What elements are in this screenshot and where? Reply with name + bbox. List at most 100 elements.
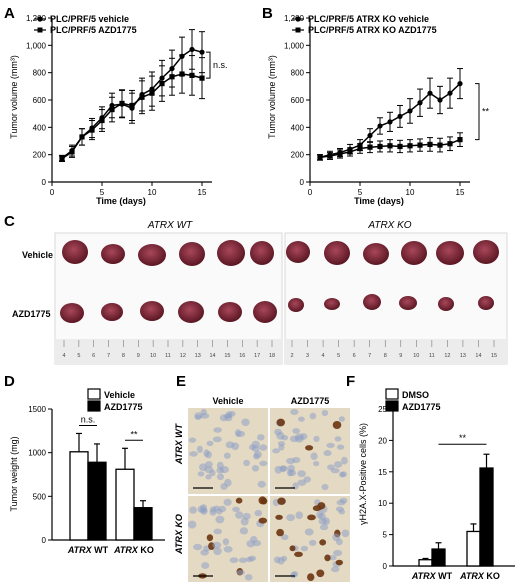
ihc-nucleus <box>212 541 222 549</box>
panel-f-significance-label: ** <box>459 433 467 443</box>
ihc-nucleus <box>238 557 248 563</box>
panel-b-ytick-label: 400 <box>291 123 305 132</box>
panel-b-series-2-point <box>417 142 423 148</box>
panel-b-xlabel: Time (days) <box>354 196 404 206</box>
ihc-nucleus <box>253 453 260 460</box>
panel-d-group-label: ATRX KO <box>113 545 154 555</box>
panel-a-significance-bracket <box>206 51 211 79</box>
panel-e-ihc-images: Vehicle AZD1775 ATRX WT ATRX KO <box>174 396 350 582</box>
ihc-nucleus <box>277 497 286 505</box>
panel-c-tumor-photo: ATRX WT ATRX KO Vehicle AZD1775 4 5 6 7 8 9 10… <box>12 220 508 365</box>
panel-letter-c: C <box>4 213 15 230</box>
panel-f-bar-azd1775 <box>431 548 446 567</box>
ruler-label: 13 <box>195 353 201 359</box>
ihc-nucleus <box>188 437 197 443</box>
panel-d-legend: Vehicle AZD1775 <box>87 388 143 412</box>
tumor-specimen <box>399 296 417 310</box>
ihc-nucleus <box>199 507 208 513</box>
tumor-specimen <box>140 301 164 321</box>
ihc-nucleus <box>215 515 225 524</box>
panel-a-series-2-point <box>79 134 85 140</box>
ihc-nucleus <box>305 445 314 451</box>
ihc-nucleus <box>297 470 306 478</box>
ihc-nucleus <box>189 506 197 514</box>
ihc-nucleus <box>225 441 235 449</box>
panel-b-series-2-point <box>387 143 393 149</box>
panel-a-ytick-label: 1,000 <box>26 41 47 50</box>
panel-b-series-1-point <box>437 97 443 103</box>
panel-f-ylabel: γH2A.X-Positive cells (%) <box>358 423 368 525</box>
tumor-specimen <box>218 302 242 322</box>
ruler-label: 18 <box>269 353 275 359</box>
ihc-col-label-azd1775: AZD1775 <box>291 396 330 406</box>
panel-b-xtick-label: 15 <box>456 188 465 197</box>
ruler-label: 4 <box>62 353 65 359</box>
photo-row-label-vehicle: Vehicle <box>22 250 53 260</box>
panel-b-series-1-point <box>447 90 453 96</box>
panel-b-series-2-point <box>357 145 363 152</box>
ihc-nucleus <box>272 448 280 454</box>
photo-title-ko: ATRX KO <box>367 220 411 231</box>
ihc-nucleus <box>338 416 345 422</box>
panel-a-series-1-point <box>199 49 205 55</box>
panel-a-series-2-point <box>119 100 125 107</box>
ruler-label: 8 <box>384 353 387 359</box>
ihc-nucleus <box>197 471 205 477</box>
ihc-row-label-wt: ATRX WT <box>174 422 184 465</box>
panel-b-series-1-point <box>377 123 383 129</box>
ruler-label: 4 <box>322 353 325 359</box>
panel-b-xtick-label: 0 <box>308 188 313 197</box>
panel-b-series-2-point <box>327 153 333 159</box>
panel-f-ytick-label: 0 <box>383 562 388 571</box>
panel-b-ylabel: Tumor volume (mm³) <box>267 55 277 139</box>
tumor-specimen <box>138 244 166 266</box>
ihc-nucleus <box>280 534 289 541</box>
ihc-nucleus <box>223 452 231 459</box>
ihc-nucleus <box>309 539 317 546</box>
panel-b-series-2-point <box>397 143 403 150</box>
ihc-nucleus <box>194 414 202 420</box>
panel-a-ytick-label: 800 <box>33 69 47 78</box>
panel-letter-d: D <box>4 373 15 390</box>
panel-a-series-2-point <box>199 75 205 81</box>
ihc-nucleus <box>235 511 244 519</box>
tumor-specimen <box>101 303 123 321</box>
ihc-nucleus <box>223 498 232 506</box>
ihc-nucleus <box>209 508 217 516</box>
ihc-nucleus <box>310 452 318 461</box>
tumor-specimen <box>288 298 304 312</box>
panel-f-group-label: ATRX KO <box>459 571 500 581</box>
panel-b-ytick-label: 600 <box>291 96 305 105</box>
ihc-nucleus <box>295 511 304 520</box>
ihc-nucleus <box>339 497 348 504</box>
tumor-specimen <box>363 243 389 265</box>
ihc-nucleus <box>254 509 263 517</box>
panel-letter-b: B <box>262 5 273 22</box>
ruler-label: 14 <box>475 353 481 359</box>
panel-d-significance-label: ** <box>130 429 138 439</box>
panel-b-series-2-point <box>437 142 443 148</box>
ihc-nucleus <box>206 440 214 446</box>
panel-b-significance-label: ** <box>482 107 490 117</box>
ihc-nucleus <box>257 480 266 488</box>
ihc-nucleus <box>309 412 317 420</box>
ihc-nucleus <box>259 460 268 467</box>
panel-b-series-1-point <box>427 90 433 96</box>
ihc-nucleus <box>240 517 249 526</box>
panel-f-ytick-label: 20 <box>378 436 387 445</box>
tumor-specimen <box>324 298 340 310</box>
tumor-specimen <box>401 241 427 265</box>
ihc-nucleus <box>239 527 249 535</box>
panel-d-legend-azd1775: AZD1775 <box>104 402 143 412</box>
ihc-nucleus <box>336 444 345 450</box>
ihc-nucleus <box>213 528 223 535</box>
ihc-nucleus <box>258 517 268 524</box>
ihc-nucleus <box>324 554 331 562</box>
ihc-nucleus <box>216 473 225 480</box>
panel-b-series-2-point <box>367 144 373 150</box>
tumor-specimen <box>438 297 454 311</box>
panel-b-series-2-point <box>447 141 453 147</box>
panel-a-xtick-label: 5 <box>100 188 105 197</box>
tumor-specimen <box>101 244 125 264</box>
panel-a-legend-vehicle: PLC/PRF/5 vehicle <box>50 14 129 24</box>
